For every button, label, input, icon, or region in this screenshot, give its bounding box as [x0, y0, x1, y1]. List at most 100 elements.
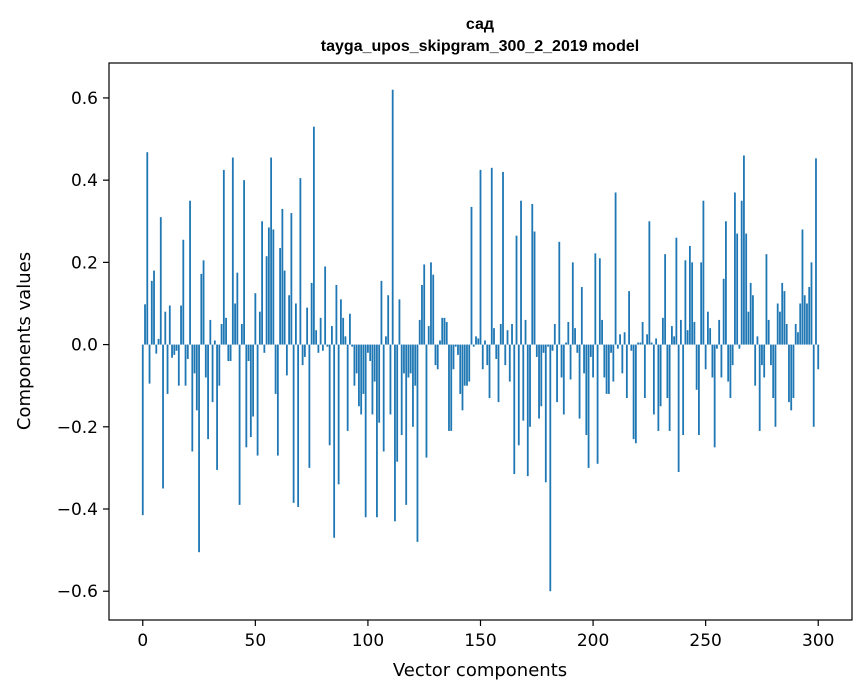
bar — [774, 344, 777, 427]
bar — [655, 338, 658, 345]
bar — [279, 247, 282, 345]
bar — [585, 344, 588, 436]
bar — [211, 344, 214, 403]
bar — [756, 336, 759, 345]
bar — [157, 338, 160, 345]
bar — [709, 328, 712, 345]
bar — [418, 319, 421, 345]
bar — [657, 344, 660, 431]
bar — [646, 334, 649, 345]
bar — [267, 227, 270, 345]
bar — [409, 344, 412, 374]
bar — [551, 344, 554, 351]
bar — [484, 340, 486, 345]
x-axis: 0 50 100 150 200 250 300 — [137, 620, 834, 651]
bar — [619, 334, 621, 345]
bar — [666, 344, 669, 399]
bar — [799, 303, 802, 345]
bar — [592, 344, 594, 378]
bar — [245, 344, 248, 448]
bar — [141, 344, 144, 516]
y-tick-label: 0.2 — [71, 253, 98, 273]
bar — [441, 317, 444, 345]
bar — [261, 221, 263, 345]
bar — [376, 344, 378, 518]
bar — [385, 336, 387, 345]
bar — [387, 295, 390, 345]
bar — [283, 270, 286, 345]
bar — [331, 326, 333, 345]
bar — [306, 307, 309, 345]
bar — [292, 344, 295, 503]
bar — [425, 344, 428, 458]
bar — [729, 344, 732, 399]
bar — [668, 344, 671, 431]
bar — [556, 344, 558, 403]
bar — [772, 344, 775, 399]
bar — [340, 299, 342, 345]
bar — [427, 326, 430, 345]
bar — [605, 344, 608, 394]
bar — [416, 344, 419, 542]
bar — [661, 317, 664, 345]
bar — [337, 344, 340, 485]
bar — [725, 221, 727, 345]
y-tick-label: −0.2 — [57, 418, 98, 438]
bar — [677, 344, 680, 473]
chart-subtitle: tayga_upos_skipgram_300_2_2019 model — [321, 38, 639, 55]
bar — [294, 303, 297, 345]
bar — [499, 324, 502, 345]
bar — [443, 317, 446, 345]
bar — [704, 344, 707, 370]
bar — [452, 344, 455, 370]
x-tick-label: 250 — [689, 631, 721, 651]
bar — [587, 344, 590, 468]
bar — [321, 344, 324, 351]
bar — [373, 344, 376, 382]
bar — [508, 344, 511, 382]
bar — [468, 344, 471, 382]
bar — [511, 324, 513, 345]
bar — [533, 231, 536, 345]
bar — [788, 344, 790, 403]
bar — [688, 245, 691, 345]
bar — [641, 321, 644, 345]
bar — [727, 344, 730, 382]
bar — [351, 344, 354, 347]
bar — [229, 344, 232, 362]
bar — [297, 344, 300, 507]
bar — [776, 303, 779, 345]
bar — [538, 344, 540, 419]
bar — [355, 344, 358, 374]
bar — [258, 311, 261, 345]
bar — [405, 344, 408, 505]
bar — [520, 200, 522, 345]
bar — [808, 287, 811, 345]
bar — [252, 344, 254, 417]
bar — [650, 342, 653, 345]
bar — [364, 344, 367, 518]
bar — [254, 293, 257, 345]
bar — [504, 344, 507, 366]
bar — [740, 200, 743, 345]
bar — [243, 180, 245, 345]
bar — [346, 344, 349, 431]
bar — [380, 280, 383, 345]
bar — [276, 344, 279, 456]
bar — [698, 344, 700, 436]
bar — [256, 344, 259, 456]
bar — [524, 319, 527, 345]
bar — [736, 233, 739, 345]
bar — [634, 344, 637, 444]
bar — [596, 344, 599, 464]
bar — [472, 344, 475, 347]
bar — [693, 321, 696, 345]
bar — [490, 167, 493, 345]
bar — [220, 324, 223, 345]
bar — [378, 344, 381, 423]
bar — [182, 239, 185, 345]
bar — [265, 256, 268, 345]
bar — [544, 344, 547, 483]
bar — [670, 326, 673, 345]
